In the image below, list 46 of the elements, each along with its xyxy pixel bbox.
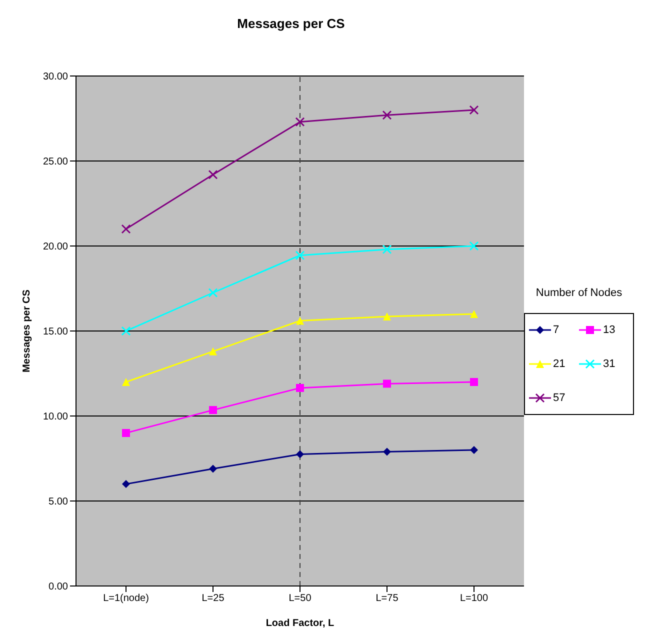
point: [296, 384, 304, 392]
x-tick-label: L=50: [288, 593, 312, 604]
point: [382, 110, 392, 120]
y-tick-label: 15.00: [42, 326, 68, 338]
x-tick-label: L=1(node): [103, 593, 149, 604]
point: [382, 244, 392, 254]
point: [469, 105, 479, 115]
point: [122, 480, 130, 488]
x-tick-label: L=75: [376, 593, 399, 604]
legend-label: 13: [603, 324, 616, 336]
point: [208, 170, 218, 180]
y-tick-label: 20.00: [42, 242, 68, 253]
point: [470, 310, 478, 318]
y-tick-label: 10.00: [42, 412, 68, 423]
point: [469, 241, 479, 251]
x-axis-title: Load Factor, L: [266, 618, 334, 629]
chart-title: Messages per CS: [236, 15, 346, 33]
point: [208, 288, 218, 298]
y-tick-label: 0.00: [48, 582, 68, 593]
x-tick-label: L=100: [460, 593, 488, 604]
point: [295, 250, 305, 260]
point: [121, 326, 131, 336]
x-tick-label: L=25: [202, 593, 225, 604]
y-tick-label: 25.00: [42, 156, 68, 168]
y-tick-label: 5.00: [48, 496, 68, 508]
point: [122, 429, 130, 437]
point: [296, 450, 304, 458]
legend-title: Number of Nodes: [534, 287, 624, 299]
legend-label: 7: [553, 324, 560, 336]
legend-label: 21: [553, 358, 566, 370]
legend-label: 57: [553, 392, 566, 404]
point: [383, 448, 391, 456]
y-tick-label: 30.00: [42, 72, 68, 83]
point: [296, 316, 304, 325]
point: [121, 224, 131, 234]
point: [383, 380, 391, 388]
point: [470, 446, 478, 454]
point: [470, 378, 478, 386]
point: [209, 347, 217, 356]
point: [209, 464, 217, 473]
y-axis-title: Messages per CS: [22, 289, 33, 372]
point: [122, 378, 130, 386]
point: [295, 117, 305, 127]
legend-label: 31: [603, 358, 616, 370]
point: [383, 312, 391, 321]
point: [209, 406, 217, 414]
